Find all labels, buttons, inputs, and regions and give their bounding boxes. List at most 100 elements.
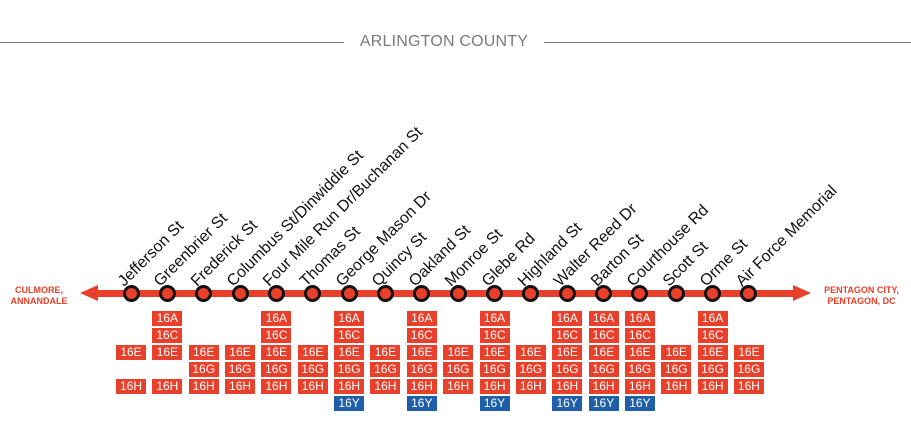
route-badge: 16G xyxy=(733,362,764,377)
stop-marker xyxy=(740,285,758,302)
route-badge: 16H xyxy=(261,379,292,394)
route-badge: 16A xyxy=(588,311,619,326)
route-badge: 16G xyxy=(188,362,219,377)
route-badge: 16H xyxy=(443,379,474,394)
route-badge: 16H xyxy=(152,379,183,394)
route-badge: 16E xyxy=(406,345,437,360)
route-badge: 16C xyxy=(334,328,365,343)
route-badge: 16A xyxy=(479,311,510,326)
route-badge: 16G xyxy=(697,362,728,377)
route-badge: 16C xyxy=(152,328,183,343)
route-badge: 16C xyxy=(588,328,619,343)
route-badge: 16E xyxy=(624,345,655,360)
route-badge: 16G xyxy=(406,362,437,377)
route-badge: 16Y xyxy=(334,396,365,411)
stop-marker xyxy=(195,285,213,302)
route-badge: 16H xyxy=(479,379,510,394)
route-badge: 16A xyxy=(697,311,728,326)
route-badge: 16E xyxy=(588,345,619,360)
route-badge: 16G xyxy=(552,362,583,377)
east-terminus-label: PENTAGON CITY, PENTAGON, DC xyxy=(812,285,911,307)
route-badge: 16A xyxy=(152,311,183,326)
route-badge: 16H xyxy=(225,379,256,394)
route-badge: 16E xyxy=(188,345,219,360)
east-terminus-line: PENTAGON CITY, xyxy=(824,285,899,295)
west-arrow-icon xyxy=(80,285,98,301)
stop-marker xyxy=(122,285,140,302)
route-badge: 16H xyxy=(552,379,583,394)
stop-marker xyxy=(267,285,285,302)
route-badge: 16G xyxy=(515,362,546,377)
route-badge: 16C xyxy=(624,328,655,343)
route-badge: 16H xyxy=(515,379,546,394)
route-badge: 16H xyxy=(697,379,728,394)
route-line xyxy=(96,290,800,297)
route-badge: 16C xyxy=(261,328,292,343)
route-badge: 16E xyxy=(552,345,583,360)
route-badge: 16Y xyxy=(588,396,619,411)
route-badge: 16E xyxy=(152,345,183,360)
route-badge: 16H xyxy=(116,379,146,394)
route-badge: 16E xyxy=(261,345,292,360)
route-badge: 16H xyxy=(297,379,328,394)
route-badge: 16H xyxy=(406,379,437,394)
route-badge: 16A xyxy=(552,311,583,326)
route-badge: 16G xyxy=(661,362,692,377)
route-badge: 16Y xyxy=(552,396,583,411)
route-badge: 16C xyxy=(697,328,728,343)
route-badge: 16A xyxy=(261,311,292,326)
route-badge: 16G xyxy=(225,362,256,377)
west-terminus-line: CULMORE, xyxy=(15,285,63,295)
route-badge: 16C xyxy=(406,328,437,343)
county-label: ARLINGTON COUNTY xyxy=(359,33,529,50)
route-badge: 16H xyxy=(733,379,764,394)
route-badge: 16G xyxy=(588,362,619,377)
route-badge: 16G xyxy=(624,362,655,377)
route-badge: 16E xyxy=(334,345,365,360)
route-badge: 16G xyxy=(334,362,365,377)
route-badge: 16E xyxy=(370,345,401,360)
stop-marker xyxy=(522,285,540,302)
east-terminus-line: PENTAGON, DC xyxy=(827,296,896,306)
route-badge: 16C xyxy=(479,328,510,343)
stop-marker xyxy=(304,285,322,302)
west-terminus-line: ANNANDALE xyxy=(10,296,68,306)
route-badge: 16G xyxy=(261,362,292,377)
stop-marker xyxy=(631,285,649,302)
route-badge: 16E xyxy=(661,345,692,360)
west-terminus-label: CULMORE, ANNANDALE xyxy=(0,285,78,307)
route-badge: 16H xyxy=(661,379,692,394)
stop-marker xyxy=(340,285,358,302)
route-badge: 16H xyxy=(370,379,401,394)
county-rule-left xyxy=(0,42,344,43)
stop-marker xyxy=(231,285,249,302)
route-badge: 16Y xyxy=(479,396,510,411)
stop-marker xyxy=(376,285,394,302)
route-badge: 16H xyxy=(188,379,219,394)
route-badge: 16E xyxy=(443,345,474,360)
stop-marker xyxy=(486,285,503,302)
east-arrow-icon xyxy=(793,285,811,301)
route-badge: 16G xyxy=(370,362,401,377)
route-badge: 16E xyxy=(225,345,256,360)
stop-marker xyxy=(704,285,722,302)
county-rule-right xyxy=(544,42,911,43)
route-badge: 16A xyxy=(406,311,437,326)
route-badge: 16E xyxy=(697,345,728,360)
route-badge: 16H xyxy=(588,379,619,394)
route-badge: 16G xyxy=(297,362,328,377)
stop-marker xyxy=(558,285,576,302)
route-badge: 16E xyxy=(515,345,546,360)
route-badge: 16A xyxy=(334,311,365,326)
stop-label: Air Force Memorial xyxy=(732,182,841,290)
stop-marker xyxy=(667,285,685,302)
route-badge: 16E xyxy=(297,345,328,360)
route-badge: 16Y xyxy=(624,396,655,411)
route-badge: 16A xyxy=(624,311,655,326)
stop-marker xyxy=(158,285,176,302)
stop-marker xyxy=(413,285,431,302)
stop-marker xyxy=(595,285,613,302)
route-badge: 16E xyxy=(479,345,510,360)
route-badge: 16Y xyxy=(406,396,437,411)
